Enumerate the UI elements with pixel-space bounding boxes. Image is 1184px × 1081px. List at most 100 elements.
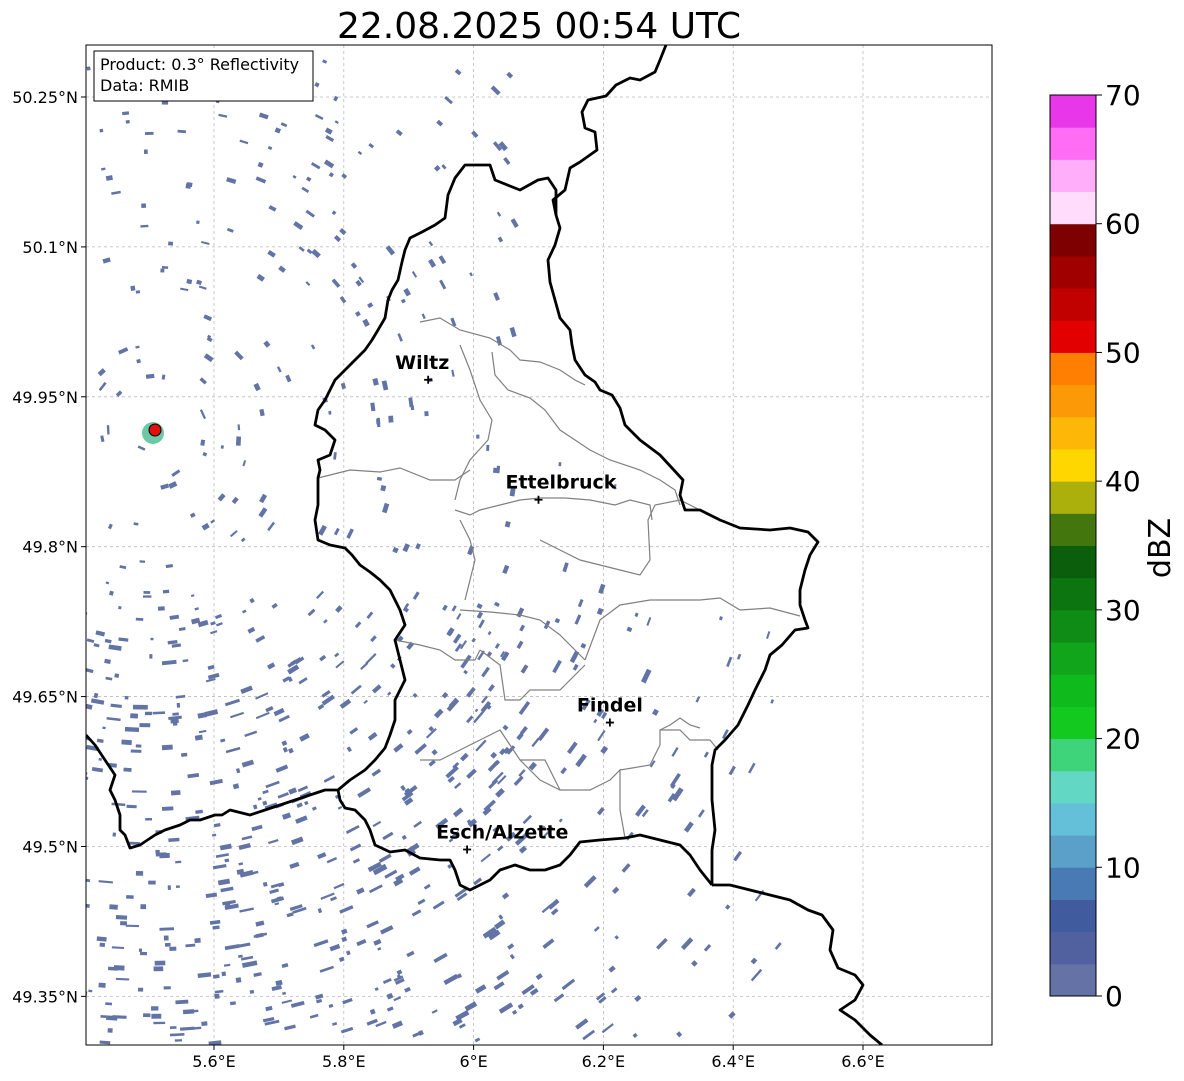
echo-cell: [168, 837, 180, 842]
radar-site-marker-icon[interactable]: [148, 423, 162, 437]
lat-tick-label: 49.65°N: [12, 688, 78, 707]
echo-cell: [278, 882, 285, 888]
echo-cell: [190, 594, 195, 598]
echo-cell: [368, 143, 375, 149]
echo-cell: [451, 605, 457, 612]
echo-cell: [231, 496, 239, 505]
echo-cell: [253, 382, 261, 392]
echo-cell: [240, 955, 254, 961]
echo-cell: [105, 1002, 113, 1006]
echo-cell: [255, 920, 265, 927]
echo-cell: [189, 512, 196, 518]
echo-cell: [321, 694, 335, 706]
echo-cell: [404, 986, 411, 993]
echo-cell: [161, 744, 173, 751]
echo-cell: [460, 640, 468, 650]
city-marker-icon: [424, 375, 433, 384]
echo-cell: [480, 701, 492, 713]
echo-cell: [106, 425, 110, 435]
echo-cell: [406, 728, 413, 735]
echo-cell: [378, 853, 392, 863]
echo-cell: [267, 521, 276, 532]
echo-cell: [511, 1009, 518, 1015]
colorbar-segment: [1050, 931, 1096, 965]
colorbar-segment: [1050, 416, 1096, 450]
city-findel[interactable]: Findel: [577, 695, 643, 727]
echo-cell: [210, 621, 216, 626]
echo-cell: [205, 892, 218, 898]
echo-cell: [496, 969, 510, 981]
echo-cell: [167, 885, 171, 890]
echo-cell: [447, 775, 455, 784]
echo-cell: [338, 956, 345, 962]
echo-cell: [91, 767, 104, 773]
echo-cell: [501, 892, 510, 900]
echo-cell: [255, 176, 267, 184]
colorbar-segment: [1050, 288, 1096, 321]
echo-cell: [505, 831, 517, 842]
echo-cell: [476, 611, 484, 619]
echo-cell: [230, 711, 245, 719]
echo-cell: [691, 960, 698, 967]
lat-tick-label: 49.8°N: [22, 538, 78, 557]
city-wiltz[interactable]: Wiltz: [395, 352, 449, 384]
echo-cell: [258, 507, 268, 518]
echo-cell: [186, 278, 193, 285]
echo-cell: [241, 609, 247, 614]
colorbar-tick-label: 70: [1105, 79, 1141, 112]
echo-cell: [139, 560, 146, 563]
echo-cell: [608, 965, 616, 973]
figure-title: 22.08.2025 00:54 UTC: [337, 6, 741, 47]
echo-cell: [86, 638, 95, 644]
city-esch-alzette[interactable]: Esch/Alzette: [436, 821, 568, 854]
echo-cell: [97, 368, 106, 377]
echo-cell: [268, 839, 279, 845]
echo-cell: [159, 852, 170, 859]
echo-cell: [120, 921, 128, 926]
echo-cell: [444, 96, 453, 105]
echo-cell: [169, 1032, 185, 1037]
echo-cell: [357, 150, 363, 156]
map-frame: [85, 44, 993, 1046]
echo-cell: [148, 880, 156, 885]
echo-cell: [610, 987, 618, 994]
colorbar-segment: [1050, 899, 1096, 933]
echo-cell: [292, 906, 307, 914]
city-markers: Wiltz Ettelbruck Findel Esch/Alzette: [395, 352, 643, 854]
echo-cell: [598, 996, 607, 1004]
colorbar-segment: [1050, 706, 1096, 740]
echo-cell: [236, 868, 245, 875]
echo-cell: [182, 1009, 195, 1015]
echo-cell: [275, 764, 289, 773]
echo-cell: [621, 863, 631, 873]
echo-cell: [151, 1006, 159, 1011]
echo-cell: [241, 759, 255, 768]
echo-cell: [132, 704, 148, 710]
echo-cell: [728, 1011, 736, 1019]
echo-cell: [547, 898, 560, 910]
echo-cell: [199, 377, 207, 385]
echo-cell: [150, 637, 154, 641]
city-ettelbruck[interactable]: Ettelbruck: [506, 472, 617, 504]
reflectivity-echoes: [86, 57, 782, 1045]
echo-cell: [321, 689, 331, 698]
echo-cell: [428, 759, 436, 767]
echo-cell: [641, 668, 652, 684]
echo-cell: [451, 369, 455, 377]
echo-cell: [122, 111, 130, 116]
echo-cell: [203, 314, 213, 322]
colorbar-segment: [1050, 545, 1096, 579]
map-area[interactable]: Wiltz Ettelbruck Findel Esch/Alzette: [74, 44, 993, 1046]
echo-cell: [328, 410, 332, 415]
echo-cell: [356, 938, 367, 947]
echo-cell: [162, 589, 170, 594]
echo-cell: [239, 907, 254, 913]
echo-cell: [111, 946, 125, 950]
radar-site[interactable]: [142, 422, 164, 444]
echo-cell: [473, 877, 483, 886]
longitude-axis: 5.6°E 5.8°E 6°E 6.2°E 6.4°E 6.6°E: [192, 1045, 885, 1071]
echo-cell: [258, 112, 269, 120]
echo-cell: [335, 605, 343, 613]
echo-cell: [197, 619, 209, 628]
city-label: Wiltz: [395, 352, 449, 374]
